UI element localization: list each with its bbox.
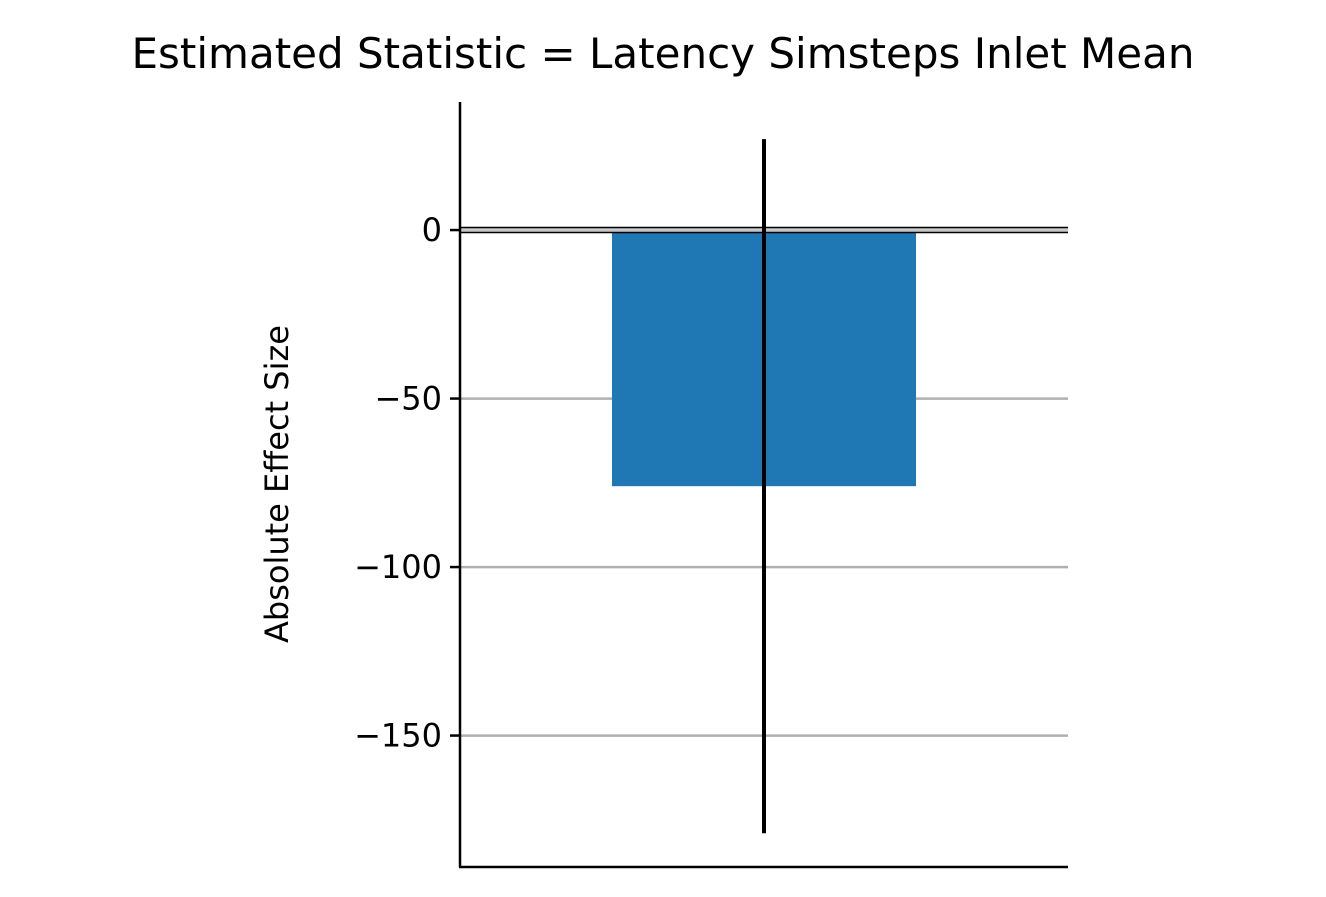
y-tick-label: −100	[354, 548, 442, 586]
y-tick-label: −150	[354, 717, 442, 755]
y-ticks: 0 −50 −100 −150	[354, 211, 460, 755]
chart-title: Estimated Statistic = Latency Simsteps I…	[132, 29, 1195, 78]
y-tick-label: 0	[422, 211, 442, 249]
y-axis-label: Absolute Effect Size	[258, 325, 296, 643]
y-tick-label: −50	[374, 380, 442, 418]
